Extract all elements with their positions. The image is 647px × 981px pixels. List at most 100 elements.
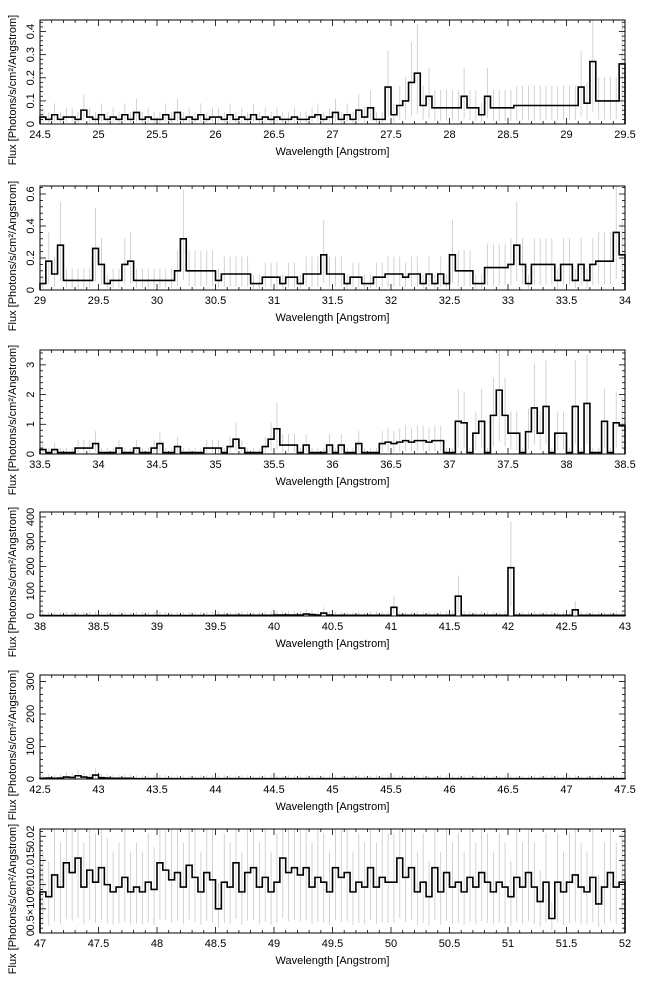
x-tick-label: 42 <box>502 621 514 633</box>
y-axis-label: Flux [Photons/s/cm²/Angstrom] <box>7 824 19 974</box>
chart-panel-2: 29 29.5 30 30.5 31 31.5 32 32.5 33 33.5 34 0 0.2 0.4 0… <box>7 181 631 331</box>
y-tick-label: 0.015 <box>25 847 37 875</box>
y-tick-label: 2 <box>25 392 37 398</box>
x-tick-label: 40.5 <box>322 621 343 633</box>
x-tick-label: 44 <box>209 784 221 796</box>
x-axis-label: Wavelength [Angstrom] <box>276 476 390 488</box>
x-tick-label: 47.5 <box>614 784 635 796</box>
x-tick-label: 38 <box>34 621 46 633</box>
y-tick-label: 300 <box>25 672 37 690</box>
y-tick-label: 300 <box>25 533 37 551</box>
x-tick-label: 41.5 <box>439 621 460 633</box>
y-tick-label: 0.3 <box>25 47 37 62</box>
x-tick-label: 33.5 <box>29 459 50 471</box>
x-tick-label: 26 <box>209 129 221 141</box>
y-axis-label: Flux [Photons/s/cm²/Angstrom] <box>7 181 19 331</box>
x-tick-label: 25.5 <box>146 129 167 141</box>
x-tick-label: 52 <box>619 938 631 950</box>
chart-panel-1: 24.5 25 25.5 26 26.5 27 27.5 28 28.5 29 29.5 0 0.1 0.… <box>7 15 636 165</box>
x-tick-label: 42.5 <box>29 784 50 796</box>
x-tick-label: 49.5 <box>322 938 343 950</box>
x-tick-label: 32.5 <box>439 295 460 307</box>
y-tick-label: 0 <box>25 121 37 127</box>
x-tick-label: 27 <box>326 129 338 141</box>
y-tick-label: 0.1 <box>25 93 37 108</box>
y-tick-label: 100 <box>25 582 37 600</box>
y-tick-label: 0 <box>25 776 37 782</box>
x-tick-label: 35 <box>209 459 221 471</box>
x-tick-label: 37 <box>443 459 455 471</box>
x-tick-label: 48 <box>151 938 163 950</box>
x-tick-label: 26.5 <box>263 129 284 141</box>
x-tick-label: 31.5 <box>322 295 343 307</box>
x-tick-label: 34.5 <box>146 459 167 471</box>
x-tick-label: 30 <box>151 295 163 307</box>
y-tick-label: 400 <box>25 508 37 526</box>
y-tick-label: 0.4 <box>25 24 37 39</box>
y-axis-label: Flux [Photons/s/cm²/Angstrom] <box>7 670 19 820</box>
y-tick-label: 0.02 <box>25 826 37 847</box>
x-tick-label: 28 <box>443 129 455 141</box>
y-axis-label: Flux [Photons/s/cm²/Angstrom] <box>7 15 19 165</box>
flux-histogram-line <box>39 566 626 617</box>
plot-frame <box>39 511 626 617</box>
x-tick-label: 43.5 <box>146 784 167 796</box>
x-tick-label: 47 <box>34 938 46 950</box>
x-tick-label: 46 <box>443 784 455 796</box>
x-tick-label: 38.5 <box>614 459 635 471</box>
x-tick-label: 30.5 <box>205 295 226 307</box>
x-tick-label: 35.5 <box>263 459 284 471</box>
error-bars <box>42 521 623 616</box>
x-tick-label: 43 <box>619 621 631 633</box>
x-tick-label: 39 <box>151 621 163 633</box>
x-tick-label: 34 <box>92 459 104 471</box>
y-tick-label: 0.5×10⁻³ <box>25 887 37 931</box>
error-bars <box>42 350 623 454</box>
chart-panel-6: 47 47.5 48 48.5 49 49.5 50 50.5 51 51.5 52 00.5×10⁻… <box>7 824 631 974</box>
x-tick-label: 43 <box>92 784 104 796</box>
x-tick-label: 36.5 <box>380 459 401 471</box>
x-tick-label: 33.5 <box>556 295 577 307</box>
y-axis-label: Flux [Photons/s/cm²/Angstrom] <box>7 345 19 495</box>
x-tick-label: 47.5 <box>88 938 109 950</box>
flux-histogram-line <box>39 60 626 124</box>
error-bars <box>42 186 623 289</box>
flux-histogram-line <box>39 389 626 454</box>
x-axis-label: Wavelength [Angstrom] <box>276 638 390 650</box>
x-tick-label: 48.5 <box>205 938 226 950</box>
error-bars <box>42 829 623 931</box>
x-tick-label: 51 <box>502 938 514 950</box>
y-tick-label: 3 <box>25 362 37 368</box>
chart-panel-5: 42.5 43 43.5 44 44.5 45 45.5 46 46.5 47 47.5 0 100 20… <box>7 670 636 820</box>
chart-panel-4: 38 38.5 39 39.5 40 40.5 41 41.5 42 42.5 43 0 100 200 3… <box>7 507 631 657</box>
x-tick-label: 47 <box>560 784 572 796</box>
plot-frame <box>39 674 626 780</box>
plot-frame <box>39 19 626 125</box>
x-tick-label: 40 <box>268 621 280 633</box>
x-tick-label: 29.5 <box>88 295 109 307</box>
y-tick-label: 0.01 <box>25 874 37 895</box>
x-axis-label: Wavelength [Angstrom] <box>276 955 390 967</box>
x-axis-label: Wavelength [Angstrom] <box>276 801 390 813</box>
x-axis-label: Wavelength [Angstrom] <box>276 146 390 158</box>
y-tick-label: 0.2 <box>25 250 37 265</box>
x-tick-label: 25 <box>92 129 104 141</box>
y-tick-label: 100 <box>25 737 37 755</box>
x-tick-label: 37.5 <box>497 459 518 471</box>
x-tick-label: 50.5 <box>439 938 460 950</box>
y-tick-label: 0.2 <box>25 70 37 85</box>
chart-panel-3: 33.5 34 34.5 35 35.5 36 36.5 37 37.5 38 38.5 0 1 2 3 Wa… <box>7 345 636 495</box>
x-tick-label: 41 <box>385 621 397 633</box>
y-tick-label: 0 <box>25 451 37 457</box>
x-tick-label: 38 <box>560 459 572 471</box>
x-tick-label: 44.5 <box>263 784 284 796</box>
y-tick-label: 0 <box>25 287 37 293</box>
x-tick-label: 28.5 <box>497 129 518 141</box>
y-tick-label: 0.6 <box>25 186 37 201</box>
x-tick-label: 33 <box>502 295 514 307</box>
x-tick-label: 34 <box>619 295 631 307</box>
x-axis-label: Wavelength [Angstrom] <box>276 312 390 324</box>
x-tick-label: 36 <box>326 459 338 471</box>
x-tick-label: 38.5 <box>88 621 109 633</box>
